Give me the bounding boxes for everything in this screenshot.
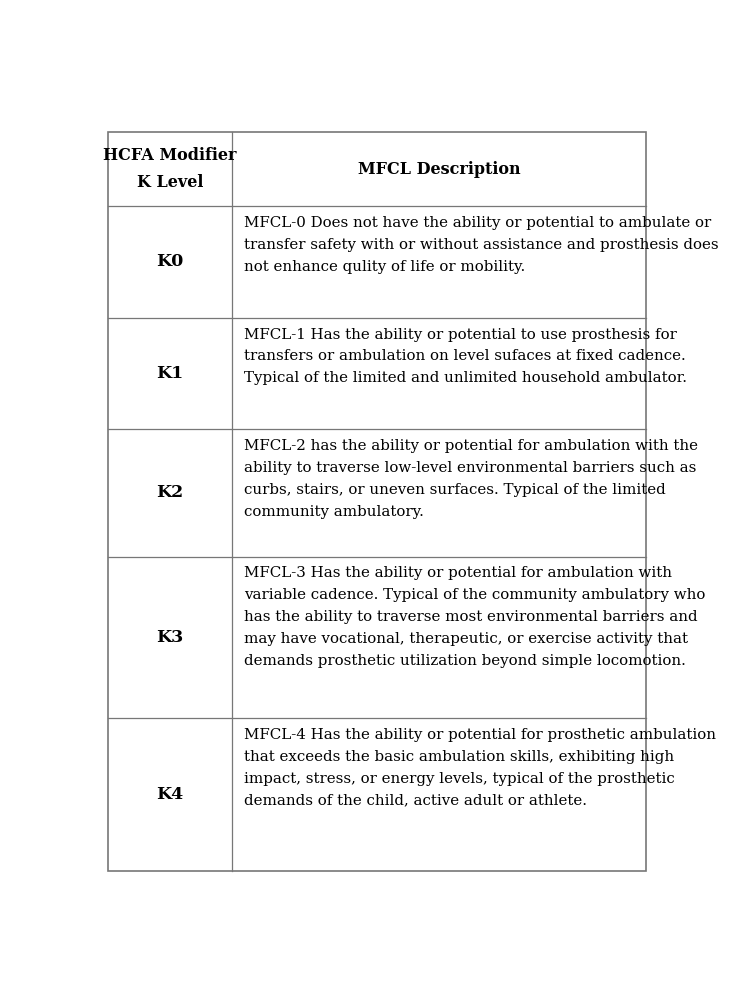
Text: MFCL-0 Does not have the ability or potential to ambulate or
transfer safety wit: MFCL-0 Does not have the ability or pote…: [244, 216, 718, 274]
Text: MFCL-3 Has the ability or potential for ambulation with
variable cadence. Typica: MFCL-3 Has the ability or potential for …: [244, 567, 705, 669]
Text: MFCL-2 has the ability or potential for ambulation with the
ability to traverse : MFCL-2 has the ability or potential for …: [244, 439, 698, 519]
Text: MFCL-4 Has the ability or potential for prosthetic ambulation
that exceeds the b: MFCL-4 Has the ability or potential for …: [244, 728, 715, 808]
Text: HCFA Modifier
K Level: HCFA Modifier K Level: [103, 147, 237, 191]
Text: K2: K2: [157, 484, 184, 501]
Text: K3: K3: [157, 629, 184, 646]
Text: K4: K4: [157, 786, 184, 804]
Text: MFCL Description: MFCL Description: [358, 161, 520, 177]
Text: K0: K0: [157, 253, 184, 270]
Text: K1: K1: [157, 365, 184, 382]
Text: MFCL-1 Has the ability or potential to use prosthesis for
transfers or ambulatio: MFCL-1 Has the ability or potential to u…: [244, 327, 687, 386]
